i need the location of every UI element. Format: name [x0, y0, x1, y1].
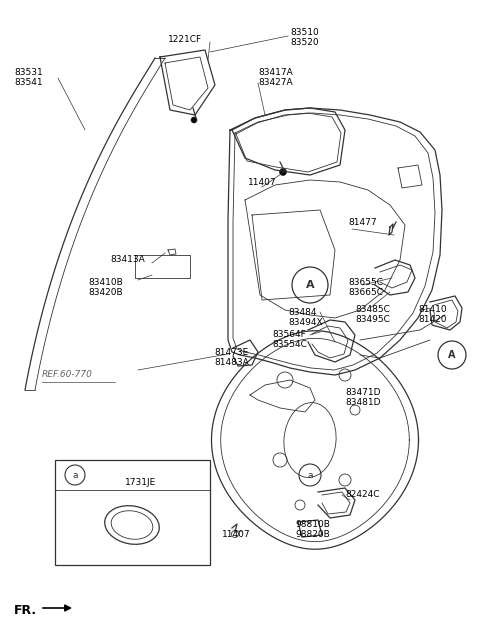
Circle shape	[279, 168, 287, 175]
Text: 81410
81420: 81410 81420	[418, 305, 446, 324]
Text: 11407: 11407	[248, 178, 276, 187]
Text: 83413A: 83413A	[110, 255, 145, 264]
Text: a: a	[307, 471, 313, 480]
Text: 81473E
81483A: 81473E 81483A	[214, 348, 249, 367]
Text: 1731JE: 1731JE	[125, 478, 156, 487]
Ellipse shape	[105, 506, 159, 544]
Circle shape	[191, 117, 197, 123]
Text: 83510
83520: 83510 83520	[290, 28, 319, 48]
Text: 11407: 11407	[222, 530, 251, 539]
Bar	[55, 460, 210, 565]
Ellipse shape	[284, 403, 336, 478]
Text: A: A	[448, 350, 456, 360]
Text: a: a	[72, 471, 78, 480]
Text: FR.: FR.	[14, 604, 37, 617]
Text: 83531
83541: 83531 83541	[14, 68, 43, 87]
Text: 82424C: 82424C	[345, 490, 380, 499]
Ellipse shape	[111, 511, 153, 539]
Text: 83417A
83427A: 83417A 83427A	[258, 68, 293, 87]
Text: 81477: 81477	[348, 218, 377, 227]
Text: A: A	[306, 280, 314, 290]
Text: 98810B
98820B: 98810B 98820B	[295, 520, 330, 539]
Text: 83484
83494X: 83484 83494X	[288, 308, 323, 327]
Text: 83471D
83481D: 83471D 83481D	[345, 388, 381, 408]
Text: 83655C
83665C: 83655C 83665C	[348, 278, 383, 297]
Text: 83410B
83420B: 83410B 83420B	[88, 278, 123, 297]
Text: 1221CF: 1221CF	[168, 35, 202, 44]
Text: REF.60-770: REF.60-770	[42, 370, 93, 379]
Text: 83485C
83495C: 83485C 83495C	[355, 305, 390, 324]
Text: 83564F
83554C: 83564F 83554C	[272, 330, 307, 349]
